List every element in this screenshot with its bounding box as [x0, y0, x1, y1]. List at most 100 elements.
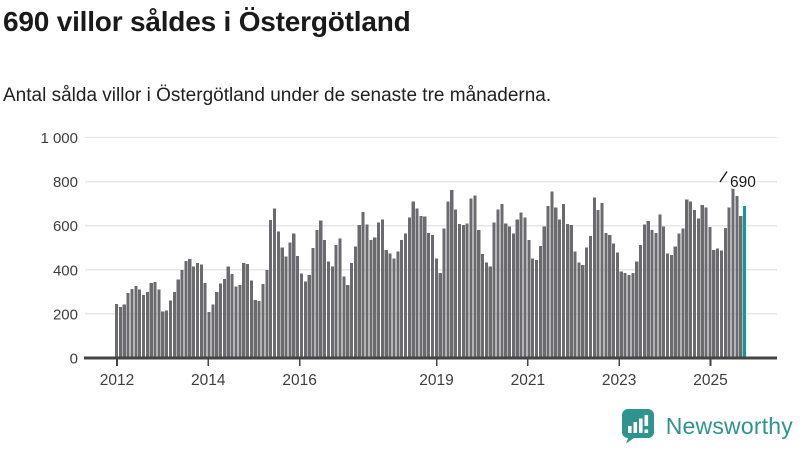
bar: [631, 273, 635, 358]
brand-name: Newsworthy: [665, 412, 793, 439]
bar: [361, 211, 365, 358]
bar: [195, 263, 200, 358]
bar: [192, 266, 196, 358]
bar: [542, 226, 546, 358]
bar: [272, 208, 277, 358]
bar: [654, 232, 658, 358]
bar: [261, 283, 265, 358]
bar: [280, 247, 284, 358]
bar: [673, 246, 677, 358]
bar: [238, 284, 242, 358]
y-axis-tick-label: 200: [53, 306, 78, 323]
bar: [615, 252, 619, 358]
y-axis-tick-label: 0: [70, 351, 78, 368]
bar: [554, 207, 558, 358]
bar: [669, 255, 673, 358]
bar: [646, 221, 650, 358]
bar: [403, 233, 408, 358]
x-axis-tick-label: 2012: [100, 372, 134, 389]
bar: [353, 246, 357, 358]
bar: [573, 251, 577, 358]
bar: [350, 263, 354, 358]
bar-chart-bubble-icon: [621, 409, 654, 444]
bar: [138, 289, 142, 358]
bar: [612, 243, 616, 358]
bar: [442, 228, 446, 358]
bar: [585, 247, 589, 358]
bar: [642, 224, 646, 358]
bar: [696, 218, 700, 358]
bar: [149, 283, 153, 358]
bar: [303, 281, 307, 358]
bar: [712, 249, 716, 358]
bar: [377, 222, 381, 358]
bar: [623, 273, 627, 358]
bar: [735, 195, 739, 358]
bar: [719, 250, 724, 358]
bar: [269, 219, 273, 358]
bar: [515, 219, 519, 358]
bar: [565, 223, 569, 358]
bar: [145, 291, 149, 358]
bar: [407, 217, 411, 358]
bar: [396, 251, 400, 358]
bar: [538, 245, 542, 358]
bar: [577, 262, 581, 358]
bar: [249, 280, 253, 358]
bar: [484, 262, 488, 358]
bar: [665, 253, 670, 358]
bar: [226, 266, 230, 358]
bar: [219, 283, 223, 358]
bar: [569, 225, 573, 358]
bar: [141, 295, 146, 358]
bar: [523, 217, 527, 358]
bar: [739, 215, 743, 358]
bar: [319, 220, 323, 358]
bar: [188, 258, 192, 358]
bar: [461, 225, 465, 358]
bar: [608, 234, 612, 358]
bar: [373, 237, 377, 358]
annotation-leader-line: [719, 171, 728, 183]
bar-chart-svg: 0 200 400 600 800 1 000 2012 2014 2016 2019 2021 20…: [40, 130, 777, 389]
bar: [380, 219, 384, 358]
bar: [708, 227, 712, 358]
bar: [504, 223, 508, 358]
bar: [658, 214, 662, 358]
bar: [469, 198, 473, 358]
bar: [384, 249, 388, 358]
bar: [639, 244, 643, 358]
bar: [157, 289, 161, 358]
bar: [134, 285, 138, 358]
bar: [465, 223, 469, 358]
bar: [211, 304, 215, 358]
bar: [434, 258, 438, 358]
bar: [500, 204, 504, 358]
x-axis-tick-label: 2025: [693, 372, 727, 389]
bar: [685, 199, 689, 358]
bar: [369, 240, 373, 358]
y-axis-tick-label: 1 000: [40, 130, 78, 147]
bar: [176, 279, 180, 358]
bar: [330, 266, 334, 358]
bar: [481, 253, 485, 358]
bar: [627, 274, 631, 358]
bar: [126, 292, 130, 358]
x-axis-tick-label: 2023: [602, 372, 636, 389]
bar: [727, 207, 731, 358]
bar: [265, 270, 269, 358]
bar: [519, 212, 523, 358]
bar: [723, 227, 727, 358]
bar: [203, 283, 207, 358]
bar: [276, 231, 280, 358]
bar: [716, 248, 720, 358]
bar: [411, 201, 415, 358]
bar: [511, 233, 515, 358]
bar: [230, 273, 234, 358]
highlighted-bar: [743, 205, 747, 358]
bar: [222, 278, 226, 358]
bar: [692, 210, 697, 358]
brand-logo: Newsworthy: [619, 408, 793, 444]
bar: [531, 258, 535, 358]
bar: [427, 233, 431, 358]
